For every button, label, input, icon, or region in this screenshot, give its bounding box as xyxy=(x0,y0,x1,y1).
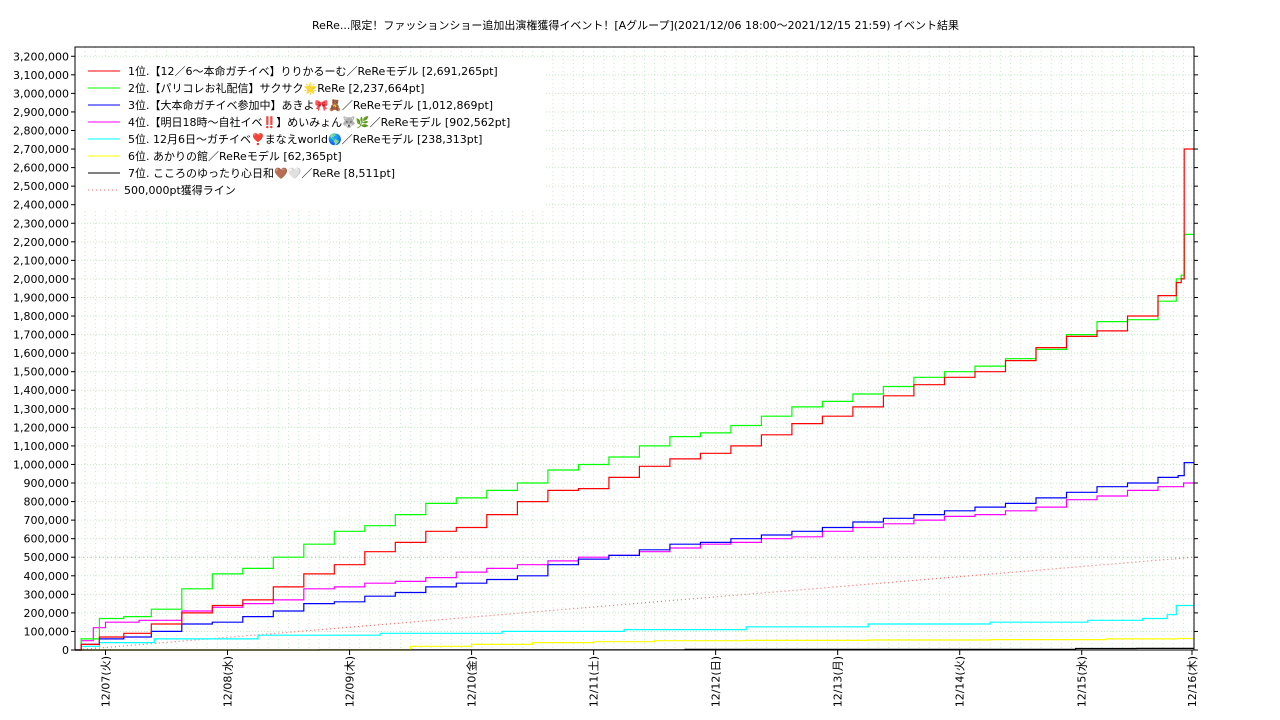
y-tick-label: 1,100,000 xyxy=(13,440,69,453)
series-line xyxy=(75,233,1194,651)
legend-label: 5位. 12月6日〜ガチイベ❣️まなえworld🌎／ReReモデル [238,3… xyxy=(128,132,482,146)
x-tick-label: 12/07(火) xyxy=(100,656,113,707)
series-line xyxy=(75,462,1194,651)
y-tick-label: 200,000 xyxy=(24,607,70,620)
y-tick-label: 700,000 xyxy=(24,514,70,527)
legend-label: 2位.【パリコレお礼配信】サクサク🌟ReRe [2,237,664pt] xyxy=(128,81,424,95)
y-tick-label: 500,000 xyxy=(24,551,70,564)
series-line xyxy=(75,637,1194,651)
y-tick-label: 100,000 xyxy=(24,625,70,638)
y-tick-label: 300,000 xyxy=(24,588,70,601)
legend-label: 500,000pt獲得ライン xyxy=(124,184,236,197)
x-tick-label: 12/12(日) xyxy=(710,656,723,707)
legend-label: 6位. あかりの館／ReReモデル [62,365pt] xyxy=(128,149,342,163)
x-tick-label: 12/16(木) xyxy=(1186,656,1199,707)
y-tick-label: 2,700,000 xyxy=(13,143,69,156)
y-tick-label: 2,100,000 xyxy=(13,254,69,267)
legend-label: 4位.【明日18時〜自社イベ‼️】めいみょん🐺🌿／ReReモデル [902,56… xyxy=(128,115,510,129)
x-tick-label: 12/09(木) xyxy=(344,656,357,707)
y-tick-label: 2,300,000 xyxy=(13,217,69,230)
y-tick-label: 600,000 xyxy=(24,533,70,546)
x-tick-layer: 12/07(火) 12/08(水) 12/09(木) 12/10(金) 12/11(土)… xyxy=(100,650,1199,707)
x-tick-label: 12/13(月) xyxy=(832,656,845,707)
y-tick-layer: 0 100,000 200,000 300,000 400,000 500,000 600,… xyxy=(13,50,1198,657)
y-tick-label: 2,200,000 xyxy=(13,236,69,249)
y-tick-label: 1,600,000 xyxy=(13,347,69,360)
plot-frame xyxy=(74,46,1195,651)
legend-label: 7位. こころのゆったり心日和🤎🤍／ReRe [8,511pt] xyxy=(128,166,395,180)
y-tick-label: 400,000 xyxy=(24,570,70,583)
series-line xyxy=(75,604,1194,651)
legend-box xyxy=(78,57,544,209)
x-tick-label: 12/11(土) xyxy=(588,656,601,707)
y-tick-label: 1,400,000 xyxy=(13,384,69,397)
y-tick-label: 2,000,000 xyxy=(13,273,69,286)
legend: 1位.【12／6〜本命ガチイベ】りりかるーむ／ReReモデル [2,691,26… xyxy=(78,57,544,209)
y-tick-label: 1,700,000 xyxy=(13,329,69,342)
y-tick-label: 3,100,000 xyxy=(13,69,69,82)
y-tick-label: 2,800,000 xyxy=(13,124,69,137)
y-tick-label: 2,400,000 xyxy=(13,199,69,212)
y-tick-label: 1,000,000 xyxy=(13,458,69,471)
y-tick-label: 0 xyxy=(62,644,69,657)
series-line xyxy=(75,148,1194,651)
legend-label: 1位.【12／6〜本命ガチイベ】りりかるーむ／ReReモデル [2,691,26… xyxy=(128,64,498,78)
y-tick-label: 1,800,000 xyxy=(13,310,69,323)
x-tick-label: 12/15(水) xyxy=(1076,656,1089,707)
y-tick-label: 1,300,000 xyxy=(13,403,69,416)
chart-subtitle: イベント結果 xyxy=(893,18,959,32)
y-tick-label: 1,900,000 xyxy=(13,291,69,304)
y-tick-label: 3,000,000 xyxy=(13,87,69,100)
y-tick-label: 2,900,000 xyxy=(13,106,69,119)
y-tick-label: 1,200,000 xyxy=(13,421,69,434)
y-tick-label: 800,000 xyxy=(24,496,70,509)
y-tick-label: 3,200,000 xyxy=(13,50,69,63)
y-tick-label: 1,500,000 xyxy=(13,366,69,379)
chart-title: ReRe...限定！ファッションショー追加出演権獲得イベント！[Aグループ](2… xyxy=(312,18,891,32)
y-tick-label: 2,500,000 xyxy=(13,180,69,193)
y-tick-label: 900,000 xyxy=(24,477,70,490)
legend-label: 3位.【大本命ガチイベ参加中】あきよ🎀🧸／ReReモデル [1,012,869p… xyxy=(128,98,493,112)
x-tick-label: 12/14(火) xyxy=(954,656,967,707)
x-tick-label: 12/08(水) xyxy=(222,656,235,707)
y-tick-label: 2,600,000 xyxy=(13,162,69,175)
x-tick-label: 12/10(金) xyxy=(465,656,479,707)
series-line xyxy=(75,482,1194,651)
